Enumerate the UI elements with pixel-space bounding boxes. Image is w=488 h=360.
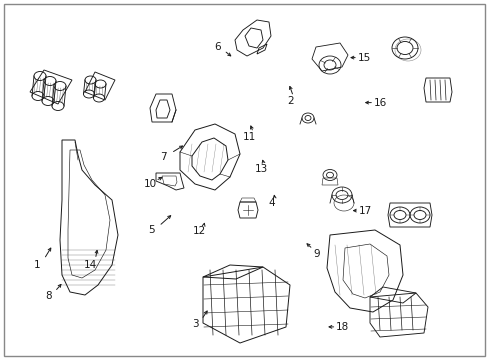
- Text: 2: 2: [287, 96, 294, 106]
- Text: 4: 4: [267, 198, 274, 208]
- Text: 1: 1: [33, 260, 40, 270]
- Text: 5: 5: [148, 225, 155, 235]
- Text: 8: 8: [45, 291, 52, 301]
- Text: 17: 17: [358, 206, 372, 216]
- Text: 15: 15: [357, 53, 370, 63]
- Text: 11: 11: [242, 132, 256, 142]
- Text: 7: 7: [160, 152, 167, 162]
- Text: 10: 10: [144, 179, 157, 189]
- Text: 14: 14: [83, 260, 97, 270]
- Text: 12: 12: [192, 226, 206, 236]
- Text: 9: 9: [313, 249, 320, 259]
- Text: 16: 16: [373, 98, 386, 108]
- Text: 6: 6: [214, 42, 221, 52]
- Text: 3: 3: [192, 319, 199, 329]
- Text: 13: 13: [254, 164, 268, 174]
- Text: 18: 18: [335, 322, 348, 332]
